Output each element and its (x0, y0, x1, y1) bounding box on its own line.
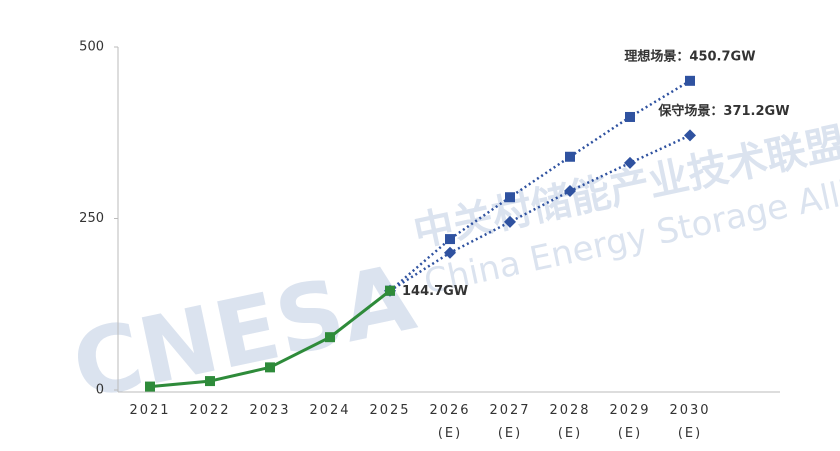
x-tick-label: 2024 (309, 403, 350, 418)
y-tick-label: 0 (96, 383, 104, 398)
value-label: 保守场景：371.2GW (657, 103, 789, 119)
marker (265, 362, 275, 373)
x-tick-label: 2028 (E) (549, 403, 590, 441)
x-tick-label: 2027 (E) (489, 403, 530, 441)
watermark: CNESA 中关村储能产业技术联盟 China Energy Storage A… (64, 120, 840, 421)
marker (385, 285, 395, 296)
x-tick-label: 2021 (129, 403, 170, 418)
marker (145, 381, 155, 392)
marker (564, 185, 576, 198)
marker (325, 332, 335, 343)
series-line (389, 79, 691, 292)
value-label: 理想场景：450.7GW (624, 48, 755, 64)
x-tick-label: 2029 (E) (609, 403, 650, 441)
x-tick-label: 2023 (249, 403, 290, 418)
marker (445, 234, 455, 245)
marker (444, 246, 456, 259)
marker (684, 129, 696, 142)
marker (685, 75, 695, 86)
marker (504, 215, 516, 228)
marker (624, 156, 636, 169)
marker (205, 376, 215, 387)
y-tick-label: 500 (79, 40, 104, 55)
y-tick-label: 250 (79, 211, 104, 226)
x-tick-label: 2025 (369, 403, 410, 418)
x-tick-label: 2022 (189, 403, 230, 418)
marker (625, 111, 635, 122)
x-tick-label: 2030 (E) (669, 403, 710, 441)
marker (565, 151, 575, 162)
x-tick-label: 2026 (E) (429, 403, 470, 441)
marker (505, 192, 515, 203)
value-label: 144.7GW (402, 284, 468, 299)
